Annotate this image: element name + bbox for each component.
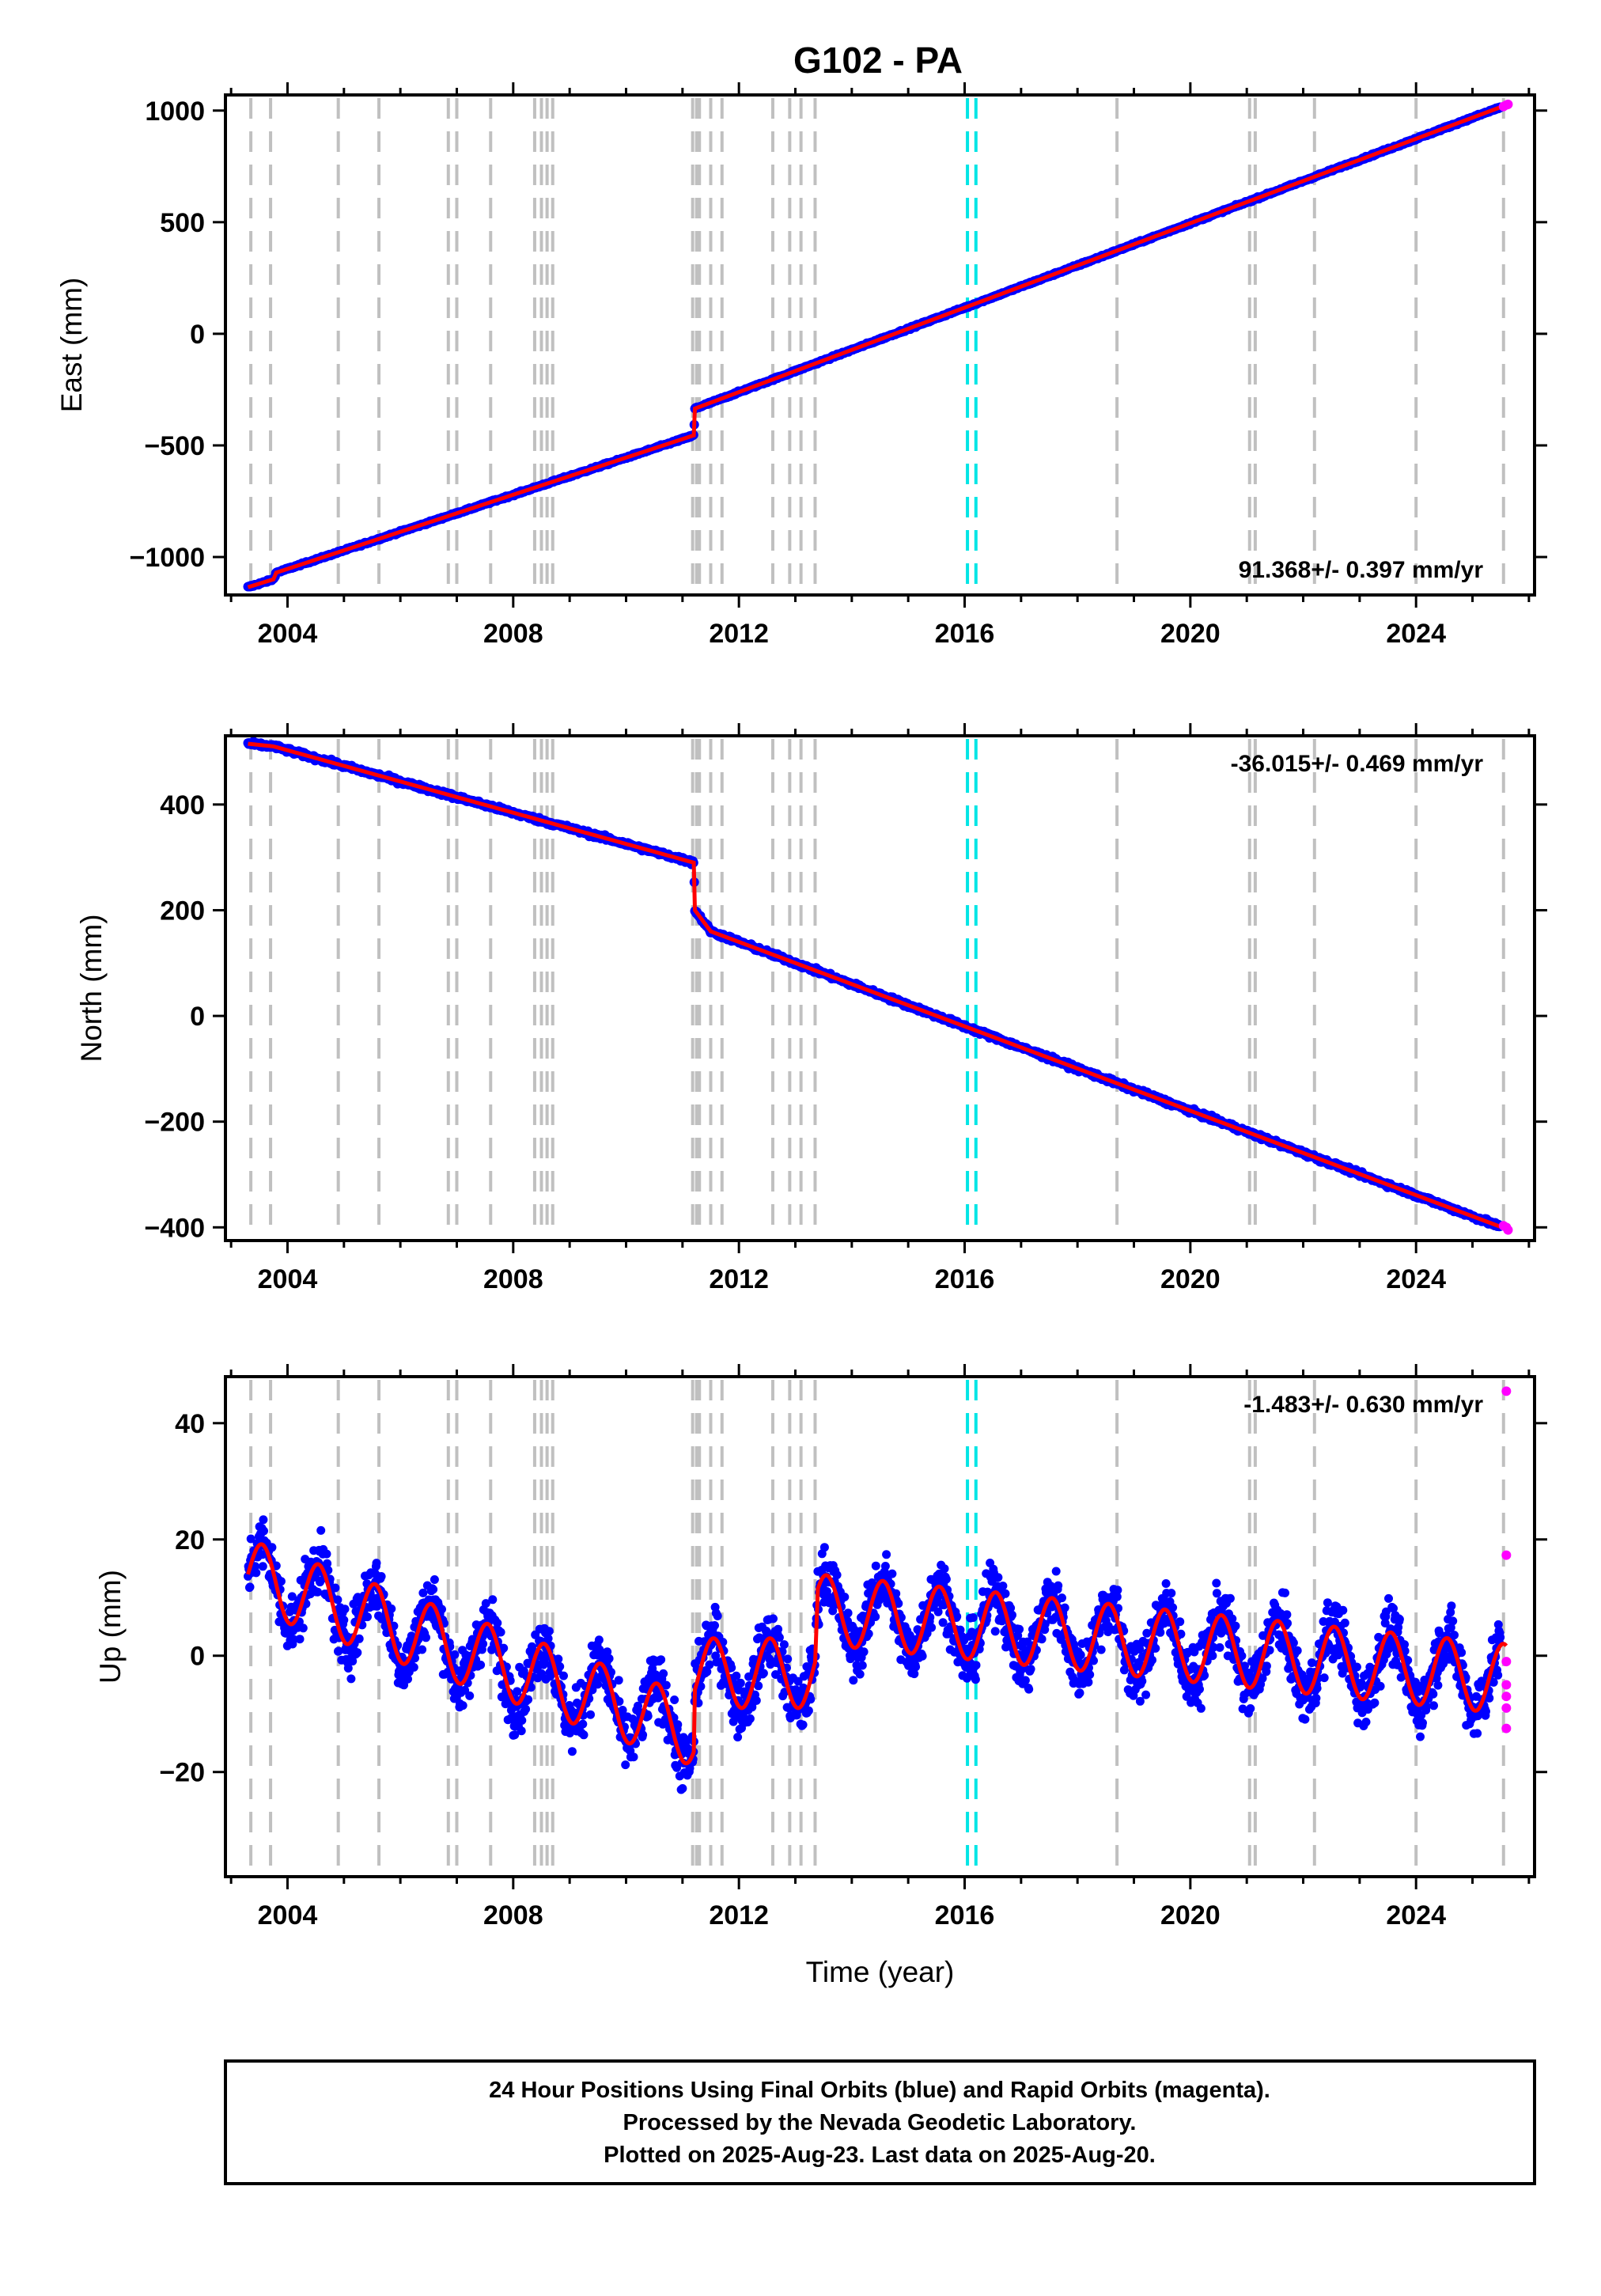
velocity-annotation: 91.368+/- 0.397 mm/yr <box>1239 557 1484 583</box>
x-tick-label: 2008 <box>483 619 543 649</box>
final-orbit-point <box>579 1730 589 1740</box>
final-orbit-point <box>517 1726 526 1736</box>
final-orbit-point <box>614 1676 623 1685</box>
final-orbit-point <box>629 1752 638 1762</box>
final-orbit-point <box>524 1695 533 1704</box>
chart-title: G102 - PA <box>793 40 963 81</box>
velocity-annotation: -36.015+/- 0.469 mm/yr <box>1231 751 1484 777</box>
final-orbit-point <box>322 1549 331 1559</box>
final-orbit-point <box>258 1562 267 1571</box>
y-tick-label: −500 <box>144 431 205 461</box>
final-orbit-point <box>387 1604 396 1613</box>
y-tick-label: 0 <box>190 320 205 350</box>
final-orbit-point <box>621 1760 630 1770</box>
final-orbit-point <box>252 1568 261 1578</box>
x-tick-label: 2008 <box>483 1264 543 1294</box>
final-orbit-point <box>430 1575 439 1584</box>
final-orbit-point <box>578 1719 588 1729</box>
x-tick-label: 2020 <box>1160 1264 1221 1294</box>
final-orbit-point <box>245 1582 255 1592</box>
final-orbit-point <box>363 1612 372 1622</box>
x-tick-label: 2012 <box>709 619 769 649</box>
final-orbit-point <box>673 1720 683 1730</box>
east-panel: 2004 2008 2012 2016 2020 2024 −1000 −500 0 500 100… <box>55 82 1547 649</box>
final-orbit-point <box>422 1633 430 1642</box>
final-orbit-point <box>333 1595 343 1605</box>
final-orbit-point <box>496 1627 505 1637</box>
final-orbit-point <box>295 1635 305 1644</box>
x-tick-label: 2020 <box>1160 619 1221 649</box>
final-orbit-point <box>559 1671 568 1680</box>
final-orbit-point <box>657 1655 666 1665</box>
final-orbit-point <box>479 1639 488 1649</box>
y-axis-label: North (mm) <box>75 914 108 1062</box>
y-tick-label: 0 <box>190 1002 205 1032</box>
y-tick-label: −200 <box>144 1108 205 1138</box>
x-tick-label: 2004 <box>258 1264 318 1294</box>
y-tick-label: 200 <box>160 896 205 926</box>
final-orbit-point <box>339 1616 349 1625</box>
x-tick-label: 2004 <box>258 619 318 649</box>
final-orbit-point <box>354 1634 364 1643</box>
final-orbit-point <box>488 1595 498 1605</box>
final-orbit-point <box>567 1747 577 1756</box>
final-orbit-point <box>377 1572 386 1581</box>
y-tick-label: −400 <box>144 1213 205 1243</box>
final-orbit-point <box>429 1585 438 1594</box>
y-tick-label: 400 <box>160 790 205 820</box>
final-orbit-point <box>418 1588 428 1597</box>
final-orbit-point <box>586 1710 595 1719</box>
final-orbit-point <box>736 1678 745 1688</box>
final-orbit-point <box>745 1714 755 1723</box>
final-orbit-point <box>409 1662 418 1672</box>
final-orbit-point <box>372 1559 381 1568</box>
final-orbit-point <box>267 1543 277 1552</box>
final-orbit-point <box>259 1526 268 1536</box>
final-orbit-point <box>418 1645 427 1654</box>
final-orbit-point <box>521 1704 531 1714</box>
final-orbit-point <box>638 1730 648 1740</box>
x-tick-label: 2016 <box>935 619 995 649</box>
final-orbit-point <box>710 1621 719 1630</box>
final-orbit-point <box>476 1660 486 1669</box>
x-tick-label: 2024 <box>1386 1264 1446 1294</box>
final-orbit-point <box>517 1716 527 1725</box>
final-orbit-point <box>346 1674 356 1684</box>
final-orbit-point <box>465 1691 475 1700</box>
final-orbit-point <box>593 1680 603 1689</box>
x-tick-label: 2024 <box>1386 619 1446 649</box>
final-orbit-point <box>544 1627 554 1636</box>
final-orbit-point <box>298 1623 308 1633</box>
final-orbit-point <box>316 1525 326 1535</box>
final-orbit-point <box>331 1583 340 1593</box>
final-orbit-point <box>604 1654 614 1663</box>
final-orbit-point <box>353 1648 362 1658</box>
north-panel: 2004 2008 2012 2016 2020 2024 −400 −200 0 200 400 N… <box>75 723 1547 1294</box>
y-axis-label: East (mm) <box>55 278 88 413</box>
final-orbit-point <box>594 1635 604 1645</box>
final-orbit-point <box>259 1515 268 1525</box>
y-tick-label: 1000 <box>145 97 205 127</box>
x-tick-label: 2012 <box>709 1264 769 1294</box>
final-orbit-point <box>554 1654 563 1664</box>
final-orbit-point <box>340 1605 350 1614</box>
final-orbit-point <box>678 1784 687 1793</box>
final-orbit-point <box>450 1650 460 1659</box>
rapid-orbit-point <box>1503 99 1513 109</box>
x-tick-label: 2016 <box>935 1264 995 1294</box>
rapid-orbit-point <box>1503 1225 1513 1235</box>
final-orbit-point <box>713 1612 722 1620</box>
final-orbit-point <box>458 1701 467 1711</box>
final-orbit-point <box>733 1733 743 1742</box>
final-orbit-point <box>493 1618 502 1627</box>
final-orbit-point <box>659 1669 668 1678</box>
y-tick-label: −1000 <box>130 543 206 573</box>
y-tick-label: 500 <box>160 208 205 238</box>
final-orbit-point <box>670 1695 679 1704</box>
